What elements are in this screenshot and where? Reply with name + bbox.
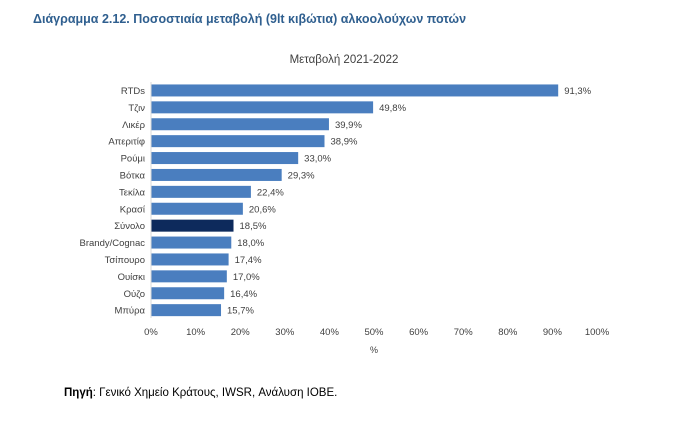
data-label: 39,9% bbox=[335, 120, 362, 131]
data-label: 17,0% bbox=[233, 272, 260, 283]
data-label: 49,8% bbox=[379, 103, 406, 114]
bar-total bbox=[151, 219, 234, 232]
category-label: Ρούμι bbox=[121, 154, 145, 165]
x-tick-label: 20% bbox=[231, 327, 251, 338]
bar bbox=[151, 253, 229, 266]
bar bbox=[151, 270, 227, 283]
x-axis-label: % bbox=[370, 345, 378, 355]
data-label: 22,4% bbox=[257, 187, 284, 198]
category-label: Brandy/Cognac bbox=[80, 238, 146, 249]
bars-group: RTDs 91,3% Τζιν 49,8% Λικέρ 39,9% Απεριτίφ 38,9… bbox=[80, 84, 592, 317]
data-label: 18,5% bbox=[240, 221, 267, 232]
source-note: Πηγή: Γενικό Χημείο Κράτους, IWSR, Ανάλυ… bbox=[64, 387, 337, 399]
category-label: Ουίσκι bbox=[118, 272, 145, 283]
data-label: 33,0% bbox=[304, 154, 331, 165]
source-text: : Γενικό Χημείο Κράτους, IWSR, Ανάλυση Ι… bbox=[92, 387, 338, 399]
data-label: 17,4% bbox=[235, 255, 262, 266]
data-label: 38,9% bbox=[330, 137, 357, 148]
category-label: RTDs bbox=[121, 86, 145, 97]
source-label: Πηγή bbox=[64, 387, 93, 399]
x-tick-label: 70% bbox=[454, 327, 474, 338]
data-label: 15,7% bbox=[227, 306, 254, 317]
category-label: Τζιν bbox=[128, 103, 145, 114]
x-tick-label: 0% bbox=[144, 327, 158, 338]
figure-title: Διάγραμμα 2.12. Ποσοστιαία μεταβολή (9lt… bbox=[33, 12, 467, 26]
category-label: Απεριτίφ bbox=[108, 137, 145, 148]
x-tick-label: 50% bbox=[364, 327, 384, 338]
data-label: 29,3% bbox=[288, 170, 315, 181]
bar bbox=[151, 101, 374, 114]
x-tick-label: 10% bbox=[186, 327, 206, 338]
chart-title: Μεταβολή 2021-2022 bbox=[290, 54, 399, 66]
data-label: 20,6% bbox=[249, 204, 276, 215]
bar bbox=[151, 236, 232, 249]
bar bbox=[151, 287, 225, 300]
category-label: Τσίπουρο bbox=[105, 255, 145, 266]
data-label: 91,3% bbox=[564, 86, 591, 97]
bar-chart: Μεταβολή 2021-2022 RTDs 91,3% Τζιν 49,8% Λικ… bbox=[80, 54, 610, 355]
category-label: Βότκα bbox=[120, 170, 146, 181]
bar bbox=[151, 168, 282, 181]
category-label: Μπύρα bbox=[114, 306, 145, 317]
x-tick-label: 80% bbox=[498, 327, 518, 338]
bar bbox=[151, 185, 251, 198]
category-label: Ούζο bbox=[124, 289, 145, 300]
category-label: Κρασί bbox=[120, 204, 146, 215]
data-label: 16,4% bbox=[230, 289, 257, 300]
category-label: Τεκίλα bbox=[119, 187, 145, 198]
data-label: 18,0% bbox=[237, 238, 264, 249]
bar bbox=[151, 304, 222, 317]
x-axis-ticks: 0% 10% 20% 30% 40% 50% 60% 70% 80% 90% 100% bbox=[144, 327, 610, 338]
x-tick-label: 60% bbox=[409, 327, 429, 338]
bar bbox=[151, 84, 559, 97]
bar bbox=[151, 202, 243, 215]
category-label: Σύνολο bbox=[114, 221, 145, 232]
bar bbox=[151, 152, 299, 165]
x-tick-label: 30% bbox=[275, 327, 295, 338]
category-label: Λικέρ bbox=[122, 120, 145, 131]
bar bbox=[151, 135, 325, 148]
x-tick-label: 100% bbox=[585, 327, 610, 338]
x-tick-label: 90% bbox=[543, 327, 563, 338]
bar bbox=[151, 118, 329, 131]
x-tick-label: 40% bbox=[320, 327, 340, 338]
